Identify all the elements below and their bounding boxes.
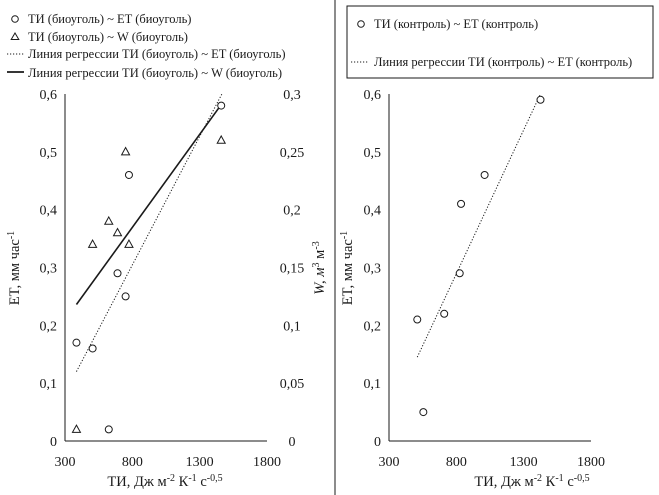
y-tick-label: 0,1	[364, 377, 382, 392]
data-point-triangle	[112, 227, 123, 237]
data-point-triangle	[71, 424, 82, 433]
y-tick-label: 0,6	[364, 88, 382, 103]
data-point-circle	[419, 408, 428, 417]
x-tick-label: 1300	[186, 455, 214, 470]
data-point-circle	[104, 425, 113, 434]
y2-tick-label: 0,25	[280, 146, 305, 161]
y2-tick-label: 0,2	[283, 204, 301, 219]
right-data-points	[413, 95, 545, 417]
left-regression-lines	[75, 93, 223, 372]
data-point-circle	[413, 315, 422, 324]
regression-line-solid	[75, 105, 222, 305]
left-y-axis-label: ET, мм час-1	[6, 231, 23, 305]
y-tick-label: 0	[50, 435, 57, 450]
y2-tick-label: 0,3	[283, 88, 301, 103]
data-point-triangle	[124, 239, 134, 248]
right-regression-lines	[416, 93, 541, 358]
data-point-circle	[124, 170, 133, 179]
y-tick-label: 0,5	[40, 146, 58, 161]
x-tick-label: 800	[122, 455, 143, 470]
y2-tick-label: 0,05	[280, 377, 305, 392]
data-point-circle	[440, 309, 449, 318]
data-point-circle	[88, 344, 97, 353]
y2-tick-label: 0,15	[280, 262, 305, 277]
x-tick-label: 800	[446, 455, 467, 470]
data-point-circle	[455, 269, 464, 278]
right-y-tick-labels: 0 0,1 0,2 0,3 0,4 0,5 0,6	[364, 88, 382, 450]
y-tick-label: 0,4	[40, 204, 58, 219]
right-x-tick-labels: 300 800 1300 1800	[379, 455, 606, 470]
data-point-circle	[72, 338, 81, 347]
regression-line-dotted	[76, 93, 223, 372]
regression-line-dotted	[416, 93, 541, 358]
legend-label: ТИ (контроль) ~ ET (контроль)	[374, 17, 538, 31]
data-point-circle	[217, 101, 226, 110]
left-y2-tick-labels: 0 0,05 0,1 0,15 0,2 0,25 0,3	[280, 88, 305, 450]
left-y2-axis-label: W, м3 м-3	[311, 241, 328, 294]
x-tick-label: 1800	[577, 455, 605, 470]
left-x-tick-labels: 300 800 1300 1800	[55, 455, 282, 470]
data-point-triangle	[216, 134, 227, 144]
legend-label: ТИ (биоуголь) ~ W (биоуголь)	[28, 30, 188, 44]
data-point-circle	[457, 199, 466, 208]
legend-label: ТИ (биоуголь) ~ ET (биоуголь)	[28, 12, 191, 26]
y2-tick-label: 0	[289, 435, 296, 450]
y-tick-label: 0,1	[40, 377, 58, 392]
y-tick-label: 0,6	[40, 88, 58, 103]
x-tick-label: 300	[55, 455, 76, 470]
left-data-points	[71, 101, 227, 434]
right-legend-box	[346, 5, 654, 79]
data-point-circle	[536, 95, 545, 104]
y-tick-label: 0,2	[364, 319, 382, 334]
data-point-triangle	[120, 146, 131, 156]
y-tick-label: 0,4	[364, 204, 382, 219]
data-point-circle	[121, 292, 130, 301]
y-tick-label: 0,3	[40, 262, 58, 277]
y2-tick-label: 0,1	[283, 319, 301, 334]
y-tick-label: 0,3	[364, 262, 382, 277]
left-panel: ТИ (биоуголь) ~ ET (биоуголь) ТИ (биоуго…	[6, 12, 328, 490]
right-y-axis-label: ET, мм час-1	[339, 231, 356, 305]
data-point-triangle	[87, 239, 98, 248]
data-point-triangle	[103, 215, 114, 225]
data-point-circle	[480, 170, 489, 179]
legend-label: Линия регрессии ТИ (контроль) ~ ET (конт…	[374, 55, 632, 69]
legend-circle-marker	[357, 20, 365, 28]
y-tick-label: 0,2	[40, 319, 58, 334]
left-x-axis-label: ТИ, Дж м-2 К-1 с-0,5	[107, 473, 222, 490]
data-point-circle	[113, 269, 122, 278]
y-tick-label: 0	[374, 435, 381, 450]
legend-circle-marker	[11, 15, 19, 23]
right-panel: ТИ (контроль) ~ ET (контроль) Линия регр…	[339, 5, 654, 490]
legend-label: Линия регрессии ТИ (биоуголь) ~ ET (биоу…	[28, 47, 286, 61]
y-tick-label: 0,5	[364, 146, 382, 161]
legend-label: Линия регрессии ТИ (биоуголь) ~ W (биоуг…	[28, 66, 282, 80]
right-x-axis-label: ТИ, Дж м-2 К-1 с-0,5	[474, 473, 589, 490]
left-y-tick-labels: 0 0,1 0,2 0,3 0,4 0,5 0,6	[40, 88, 58, 450]
left-legend: ТИ (биоуголь) ~ ET (биоуголь) ТИ (биоуго…	[7, 12, 286, 80]
x-tick-label: 1800	[253, 455, 281, 470]
x-tick-label: 300	[379, 455, 400, 470]
x-tick-label: 1300	[510, 455, 538, 470]
legend-triangle-marker	[10, 32, 20, 40]
